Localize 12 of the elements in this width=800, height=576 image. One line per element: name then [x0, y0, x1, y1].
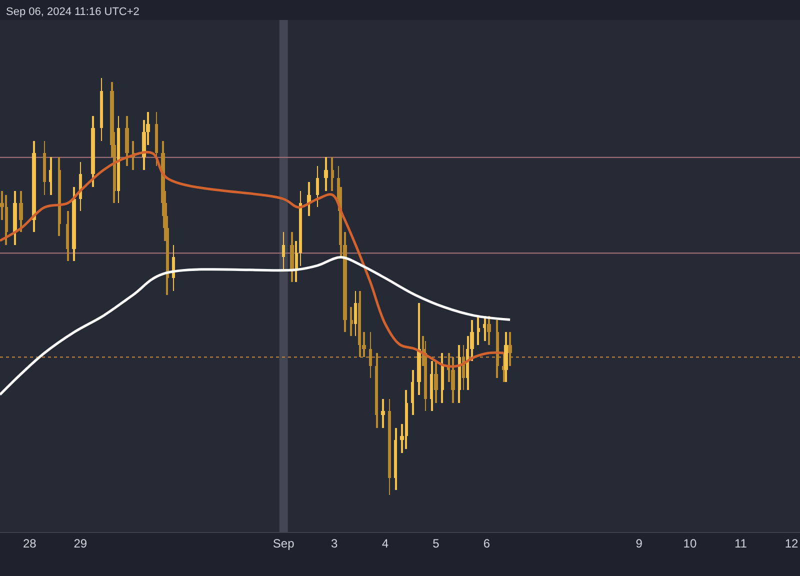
x-tick-label: 4	[382, 536, 389, 550]
x-tick-label: 5	[432, 536, 440, 550]
x-tick-label: 10	[683, 536, 697, 550]
x-tick-label: Sep	[272, 536, 295, 550]
x-tick-label: 28	[22, 536, 37, 550]
x-tick-label: 6	[483, 536, 490, 550]
x-tick-label: 3	[331, 536, 338, 550]
text: Sep 06, 2024 11:16 UTC+2	[6, 6, 140, 18]
x-tick-label: 11	[734, 536, 748, 550]
x-tick-label: 12	[784, 536, 799, 550]
x-tick-label: 9	[636, 536, 643, 550]
x-tick-label: 29	[74, 536, 88, 550]
